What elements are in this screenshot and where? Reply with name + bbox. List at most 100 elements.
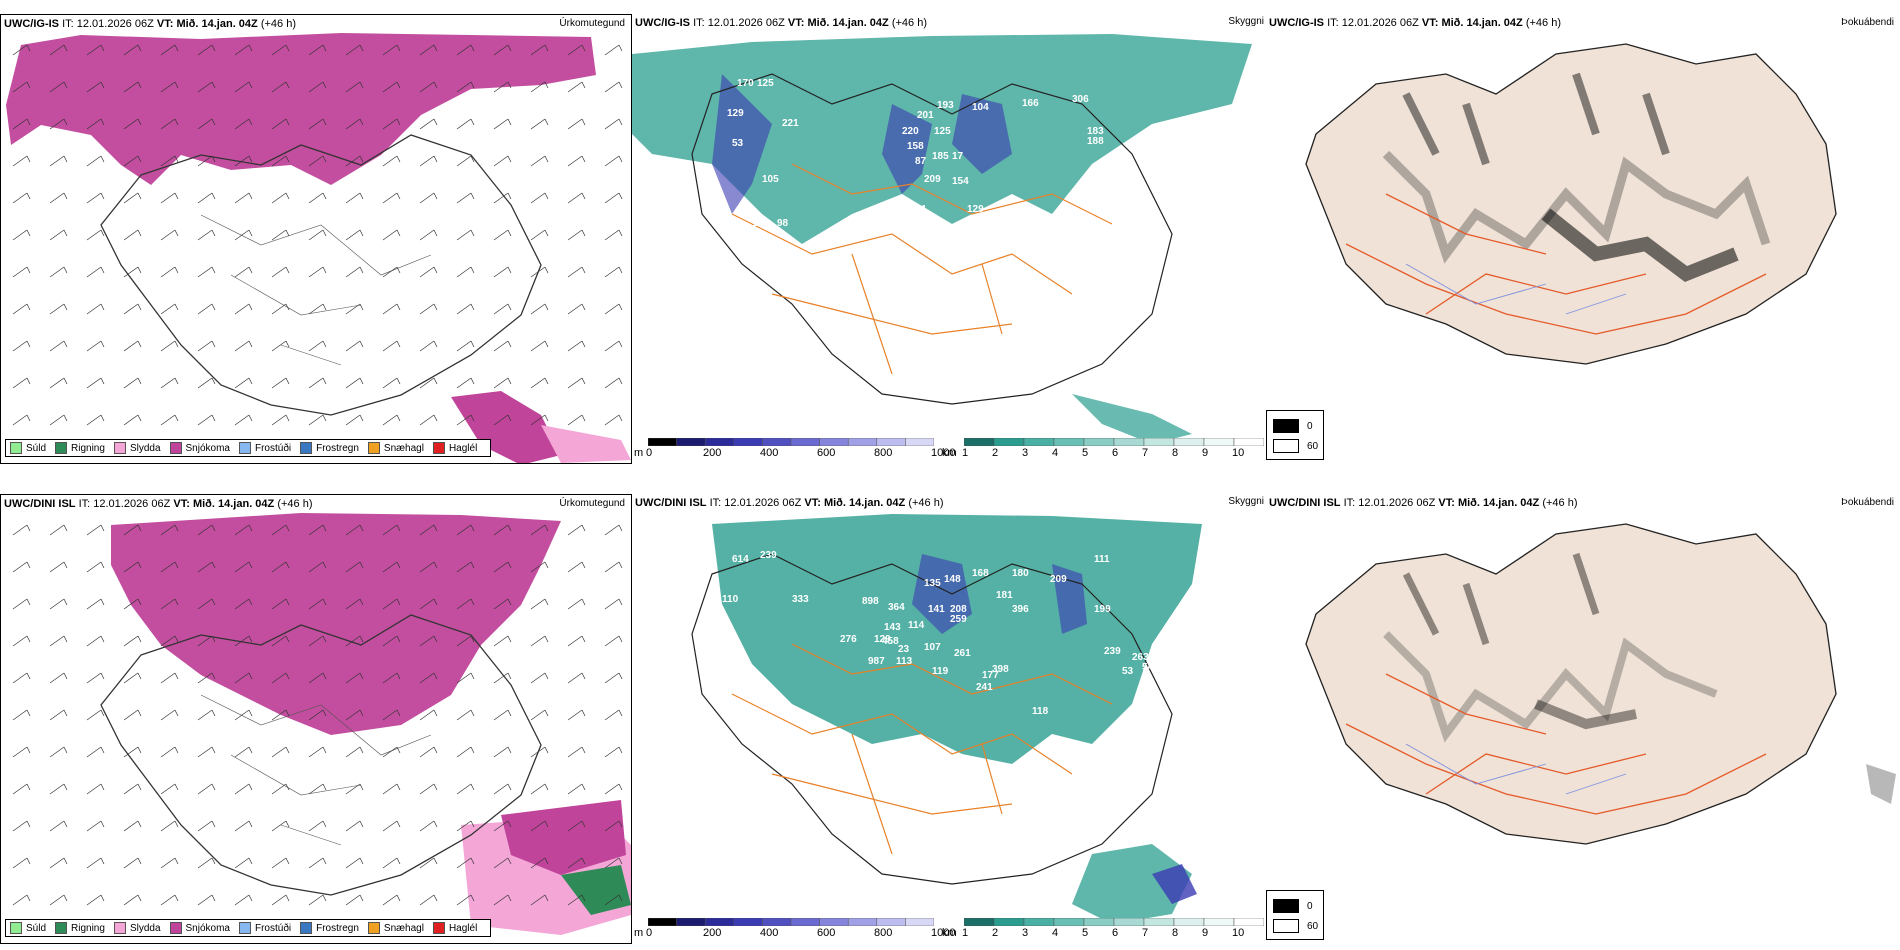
wind-barb — [419, 709, 438, 721]
wind-barb — [49, 746, 68, 758]
wind-barb — [160, 118, 179, 130]
ceiling-label: 276 — [840, 634, 857, 645]
wind-barb — [345, 229, 364, 241]
wind-barb — [197, 894, 216, 906]
wind-barb — [12, 44, 31, 56]
wind-barb — [567, 414, 586, 426]
ceiling-label: 158 — [907, 141, 924, 152]
wind-barb — [530, 303, 549, 315]
legend-item: Frostúði — [238, 442, 291, 454]
wind-barb — [234, 894, 253, 906]
wind-barb — [308, 303, 327, 315]
wind-barb — [345, 561, 364, 573]
wind-barb — [419, 266, 438, 278]
cloud-base-colorbar: m 0 200 400 600 800 1000 — [634, 438, 955, 462]
legend-item: Haglél — [432, 922, 477, 934]
wind-barb — [49, 155, 68, 167]
wind-barb — [493, 820, 512, 832]
wind-barb — [197, 303, 216, 315]
wind-barb — [604, 118, 623, 130]
wind-barb — [419, 783, 438, 795]
wind-barb — [345, 820, 364, 832]
wind-barb — [456, 561, 475, 573]
wind-barb — [382, 524, 401, 536]
wind-barb — [530, 857, 549, 869]
ceiling-label: 168 — [972, 568, 989, 579]
fog-high-label: 60 — [1307, 920, 1319, 932]
ceiling-label: 201 — [917, 110, 934, 121]
wind-barb — [345, 118, 364, 130]
wind-barb — [530, 192, 549, 204]
wind-barb — [345, 746, 364, 758]
ceiling-label: 209 — [1050, 574, 1067, 585]
legend-label: Snæhagl — [383, 442, 424, 454]
wind-barb — [567, 746, 586, 758]
legend-item: Haglél — [432, 442, 477, 454]
wind-barb — [567, 783, 586, 795]
wind-barb — [308, 672, 327, 684]
wind-barb — [308, 266, 327, 278]
wind-barb — [493, 635, 512, 647]
wind-barb — [160, 894, 179, 906]
ceiling-label: 129 — [727, 108, 744, 119]
fog-low-swatch — [1273, 419, 1299, 433]
wind-barb — [86, 820, 105, 832]
wind-barb — [49, 635, 68, 647]
wind-barb — [493, 229, 512, 241]
wind-barb — [12, 857, 31, 869]
ceiling-label: 110 — [722, 594, 739, 605]
wind-barb — [234, 118, 253, 130]
wind-barb — [86, 81, 105, 93]
wind-barb — [271, 44, 290, 56]
wind-barb — [160, 303, 179, 315]
wind-barb — [493, 783, 512, 795]
wind-barb — [123, 857, 142, 869]
wind-barb — [567, 266, 586, 278]
wind-barb — [123, 303, 142, 315]
legend-item: Súld — [10, 442, 46, 454]
wind-barb — [234, 524, 253, 536]
legend-label: Súld — [26, 922, 47, 934]
wind-barb — [197, 118, 216, 130]
ceiling-label: 259 — [950, 614, 967, 625]
ceiling-label: 98 — [777, 218, 789, 229]
wind-barb — [382, 118, 401, 130]
wind-barb — [86, 598, 105, 610]
legend-swatch — [10, 442, 22, 454]
wind-barb — [419, 229, 438, 241]
legend-label: Snjókoma — [185, 922, 230, 934]
wind-barb — [530, 229, 549, 241]
wind-barb — [345, 635, 364, 647]
wind-barb — [567, 709, 586, 721]
vis-tick: 2 — [992, 927, 999, 939]
legend-label: Frostregn — [316, 442, 359, 454]
wind-barb — [271, 635, 290, 647]
wind-barb — [86, 340, 105, 352]
wind-barb — [160, 266, 179, 278]
wind-barb — [49, 598, 68, 610]
wind-barb — [12, 81, 31, 93]
wind-barb — [271, 894, 290, 906]
wind-barb — [604, 857, 623, 869]
legend-swatch — [113, 922, 126, 934]
ceiling-label: 111 — [1094, 554, 1110, 565]
wind-barb — [160, 857, 179, 869]
wind-barb — [123, 598, 142, 610]
legend-swatch — [300, 442, 313, 454]
ceiling-label: 177 — [982, 670, 999, 681]
wind-barb — [567, 524, 586, 536]
vis-tick: 10 — [1232, 447, 1245, 459]
legend-label: Frostregn — [316, 922, 359, 934]
wind-barb — [530, 266, 549, 278]
wind-barb — [49, 377, 68, 389]
wind-barb — [49, 561, 68, 573]
wind-barb — [308, 229, 327, 241]
wind-barb — [345, 857, 364, 869]
wind-barb — [567, 192, 586, 204]
wind-barb — [49, 820, 68, 832]
ceiling-label: 188 — [1087, 136, 1104, 147]
wind-barb — [345, 340, 364, 352]
wind-barb — [419, 377, 438, 389]
wind-barb — [493, 524, 512, 536]
